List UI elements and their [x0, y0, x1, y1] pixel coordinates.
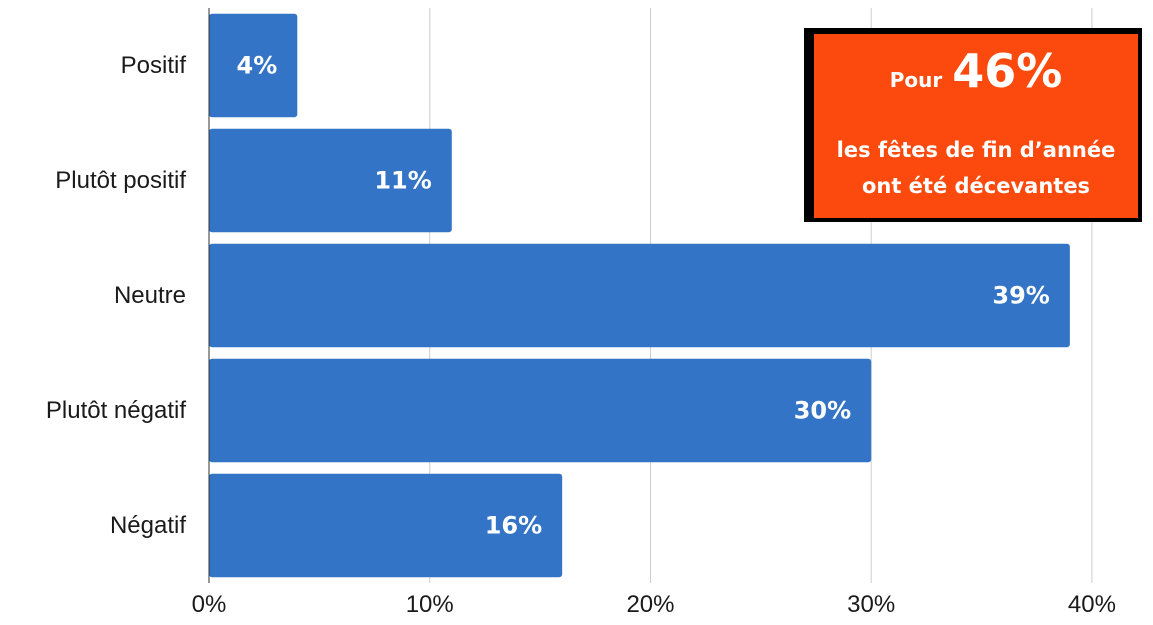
bar-value-label-0: 4% — [237, 52, 278, 80]
callout-prefix: Pour — [889, 68, 943, 92]
bar-value-label-4: 16% — [485, 512, 542, 540]
callout-box: Pour 46% les fêtes de fin d’année ont ét… — [804, 28, 1142, 222]
x-axis: 0% 10% 20% 30% 40% — [192, 8, 1116, 618]
category-label-0: Positif — [121, 52, 187, 79]
callout-text: les fêtes de fin d’année ont été décevan… — [814, 132, 1138, 204]
callout-text-line2: ont été décevantes — [861, 174, 1091, 198]
category-label-2: Neutre — [114, 282, 186, 309]
category-label-3: Plutôt négatif — [46, 397, 186, 424]
bar-3 — [209, 358, 872, 463]
bar-4 — [209, 473, 563, 578]
callout-value: 46% — [952, 44, 1063, 98]
category-label-1: Plutôt positif — [55, 167, 186, 194]
bar-0 — [209, 13, 298, 118]
bar-1 — [209, 128, 452, 233]
category-labels: Positif Plutôt positif Neutre Plutôt négati… — [46, 52, 186, 539]
x-tick-label-30: 30% — [847, 591, 895, 618]
bars: 4% 11% 39% 30% 16% — [209, 13, 1070, 578]
bar-2 — [209, 243, 1070, 348]
callout-text-line1: les fêtes de fin d’année — [836, 138, 1116, 162]
bar-value-label-1: 11% — [374, 167, 431, 195]
x-tick-label-20: 20% — [626, 591, 674, 618]
category-label-4: Négatif — [110, 512, 186, 539]
bar-value-label-3: 30% — [794, 397, 851, 425]
callout-headline: Pour 46% — [814, 44, 1138, 114]
callout-panel: Pour 46% les fêtes de fin d’année ont ét… — [814, 34, 1138, 218]
x-tick-label-10: 10% — [406, 591, 454, 618]
x-tick-label-0: 0% — [192, 591, 227, 618]
x-tick-label-40: 40% — [1068, 591, 1116, 618]
bar-value-label-2: 39% — [992, 282, 1049, 310]
